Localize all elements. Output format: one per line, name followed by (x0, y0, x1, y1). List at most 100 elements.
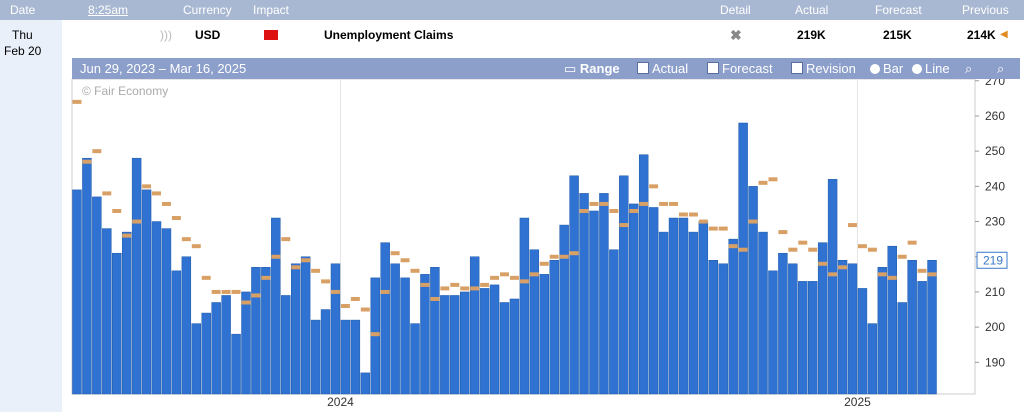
actual-bar (410, 323, 420, 395)
forecast-mark (907, 240, 917, 245)
actual-bar (529, 249, 540, 395)
actual-bar (320, 309, 331, 395)
actual-bar (788, 263, 798, 395)
forecast-mark (688, 212, 698, 217)
event-day: Thu (12, 28, 33, 42)
forecast-mark (490, 275, 500, 280)
forecast-mark (897, 254, 907, 259)
col-time[interactable]: 8:25am (88, 3, 129, 17)
forecast-mark (231, 289, 241, 294)
actual-bar (121, 231, 132, 395)
forecast-mark (519, 279, 529, 284)
forecast-mark (370, 332, 380, 337)
actual-bar (450, 295, 460, 395)
actual-bar (469, 256, 480, 395)
forecast-mark (877, 272, 887, 277)
forecast-mark (659, 201, 669, 206)
forecast-mark (360, 307, 370, 312)
actual-bar (251, 267, 261, 395)
actual-bar (211, 302, 221, 395)
checkbox (707, 62, 719, 74)
forecast-mark (301, 258, 311, 263)
forecast-mark (72, 99, 82, 104)
event-title[interactable]: Unemployment Claims (324, 28, 454, 42)
actual-bar (758, 231, 768, 395)
actual-bar (847, 263, 858, 395)
forecast-mark (291, 265, 301, 270)
forecast-mark (420, 282, 430, 287)
detail-close-icon[interactable]: ✖ (730, 27, 742, 43)
forecast-mark (798, 240, 808, 245)
event-date: Feb 20 (4, 44, 42, 58)
actual-bar (191, 323, 202, 395)
forecast-mark (619, 223, 629, 228)
forecast-mark (122, 233, 132, 238)
y-tick-label: 250 (985, 144, 1005, 158)
latest-label: 219 (983, 253, 1003, 267)
actual-bar (330, 263, 341, 395)
bar-radio[interactable]: Bar (870, 61, 903, 76)
forecast-mark (708, 226, 718, 231)
actual-bar (131, 157, 142, 395)
forecast-mark (857, 244, 867, 249)
col-actual: Actual (795, 3, 829, 17)
forecast-mark (470, 286, 480, 291)
actual-bar (350, 319, 361, 395)
actual-bar (867, 323, 878, 395)
forecast-mark (748, 219, 758, 224)
actual-bar (629, 203, 639, 395)
forecast-mark (539, 261, 549, 266)
actual-bar (748, 186, 758, 395)
actual-bar (241, 291, 251, 395)
actual-bar (82, 157, 92, 395)
forecast-mark (321, 279, 331, 284)
range-button[interactable]: ▭ Range (564, 61, 620, 76)
forecast-mark (848, 223, 857, 228)
actual-bar (638, 154, 649, 395)
actual-bar (877, 267, 888, 395)
forecast-mark (500, 272, 509, 277)
forecast-mark (649, 184, 659, 189)
actual-bar (92, 196, 102, 395)
actual-bar (151, 221, 162, 395)
forecast-mark (340, 304, 350, 309)
forecast-mark (698, 219, 708, 224)
forecast-mark (738, 247, 748, 252)
actual-bar (599, 193, 609, 395)
actual-bar (728, 238, 738, 395)
forecast-toggle[interactable]: Forecast (707, 61, 773, 76)
zoom-in[interactable]: ⌕ (965, 61, 973, 76)
forecast-mark (132, 219, 142, 224)
actual-bar (857, 288, 868, 395)
actual-bar (887, 245, 897, 395)
forecast-mark (171, 216, 181, 221)
actual-toggle[interactable]: Actual (637, 61, 688, 76)
actual-bar (340, 319, 351, 395)
actual-bar (300, 256, 311, 395)
forecast-mark (917, 268, 927, 273)
forecast-mark (599, 201, 609, 206)
speaker-icon: ))) (160, 28, 172, 42)
forecast-mark (161, 201, 171, 206)
actual-bar (489, 284, 500, 395)
forecast-mark (768, 177, 778, 182)
y-tick-label: 200 (985, 320, 1005, 334)
forecast-mark (152, 191, 161, 196)
zoom-out[interactable]: ⌕ (997, 61, 1005, 76)
actual-bar (310, 319, 321, 395)
actual-bar (281, 295, 291, 395)
forecast-mark (241, 300, 251, 305)
event-currency: USD (195, 28, 221, 42)
forecast-mark (211, 289, 221, 294)
actual-bar (400, 277, 410, 395)
revision-toggle[interactable]: Revision (791, 61, 856, 76)
actual-bar (658, 231, 669, 395)
x-tick-label: 2024 (327, 395, 354, 409)
actual-bar (181, 256, 192, 395)
actual-bar (917, 281, 927, 395)
actual-bar (221, 295, 231, 395)
event-previous: 214K (967, 28, 996, 42)
forecast-mark (181, 237, 191, 242)
line-radio[interactable]: Line (912, 61, 950, 76)
forecast-mark (191, 244, 201, 249)
